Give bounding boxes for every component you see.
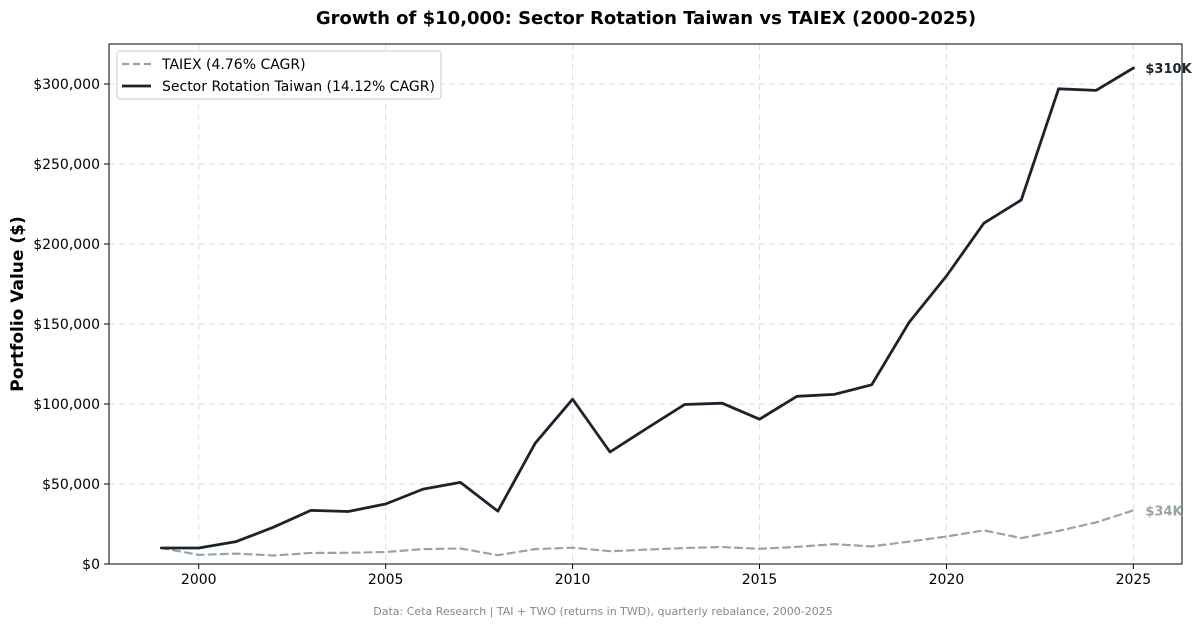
end-labels: $34K $310K — [1145, 62, 1192, 519]
series-group — [159, 66, 1135, 557]
axis-ticks: 2000 2005 2010 2015 2020 2025 $0 $50,000 $100,00… — [33, 77, 1151, 588]
x-tick-label: 2025 — [1116, 572, 1152, 588]
legend: TAIEX (4.76% CAGR) Sector Rotation Taiwa… — [116, 50, 442, 100]
legend-label-sector-rotation: Sector Rotation Taiwan (14.12% CAGR) — [162, 79, 435, 95]
chart-title: Growth of $10,000: Sector Rotation Taiwa… — [316, 8, 976, 29]
x-tick-label: 2020 — [929, 572, 965, 588]
x-tick-label: 2005 — [368, 572, 404, 588]
series-line-sector-rotation — [159, 66, 1135, 550]
x-tick-label: 2015 — [742, 572, 778, 588]
footer-source: Data: Ceta Research | TAI + TWO (returns… — [373, 605, 832, 618]
y-tick-label: $0 — [82, 557, 100, 573]
y-tick-label: $200,000 — [33, 237, 100, 253]
x-tick-label: 2000 — [181, 572, 217, 588]
y-tick-label: $100,000 — [33, 397, 100, 413]
y-tick-label: $150,000 — [33, 317, 100, 333]
end-label-sector-rotation: $310K — [1145, 62, 1192, 77]
end-label-taiex: $34K — [1145, 504, 1183, 519]
legend-box — [116, 50, 442, 100]
x-tick-label: 2010 — [555, 572, 591, 588]
series-line-taiex — [160, 509, 1135, 557]
y-tick-label: $50,000 — [42, 477, 100, 493]
legend-label-taiex: TAIEX (4.76% CAGR) — [161, 57, 306, 73]
plot-area — [108, 43, 1183, 565]
y-tick-label: $300,000 — [33, 77, 100, 93]
y-tick-label: $250,000 — [33, 157, 100, 173]
y-axis-label: Portfolio Value ($) — [8, 216, 28, 391]
grid — [109, 44, 1182, 565]
